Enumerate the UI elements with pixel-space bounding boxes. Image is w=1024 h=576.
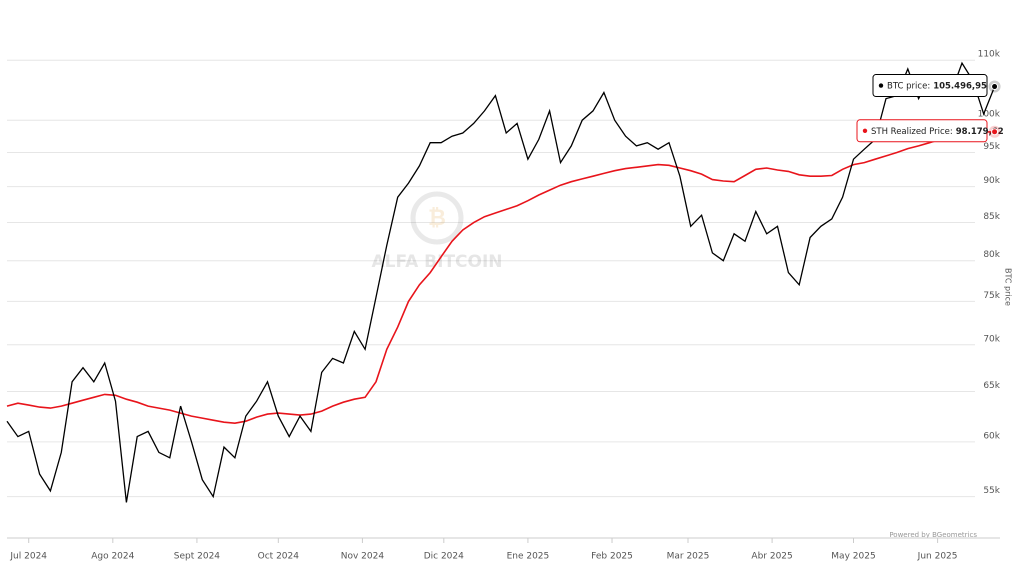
y-tick-label: 75k bbox=[983, 291, 1000, 301]
watermark-glyph: ₿ bbox=[428, 206, 446, 231]
tooltip-text: STH Realized Price: 98.179,62 bbox=[871, 126, 1004, 136]
last-point bbox=[991, 83, 999, 91]
series-line bbox=[6, 61, 996, 503]
tooltip-box bbox=[872, 74, 988, 98]
y-tick-label: 70k bbox=[983, 334, 1000, 344]
x-tick-label: May 2025 bbox=[831, 552, 875, 562]
y-tick-label: 110k bbox=[978, 50, 1001, 60]
y-axis-label: BTC price bbox=[1004, 268, 1013, 306]
x-tick-label: Jun 2025 bbox=[917, 552, 958, 562]
x-tick-label: Sept 2024 bbox=[174, 552, 221, 562]
y-tick-label: 100k bbox=[978, 110, 1001, 120]
tooltip-box bbox=[856, 119, 988, 143]
tooltip-dot bbox=[862, 128, 868, 134]
watermark-logo bbox=[410, 191, 464, 245]
y-tick-label: 85k bbox=[983, 212, 1000, 222]
tooltip-value: 98.179,62 bbox=[956, 126, 1004, 136]
x-tick-label: Jul 2024 bbox=[9, 552, 47, 562]
y-tick-label: 80k bbox=[983, 250, 1000, 260]
series-line bbox=[6, 131, 995, 425]
tooltip-label: STH Realized Price: bbox=[871, 126, 953, 136]
x-tick-label: Abr 2025 bbox=[751, 552, 792, 562]
x-tick-label: Oct 2024 bbox=[258, 552, 300, 562]
tooltip-text: BTC price: 105.496,95 bbox=[887, 81, 987, 91]
x-tick-label: Nov 2024 bbox=[341, 552, 385, 562]
tooltip: STH Realized Price: 98.179,62 bbox=[856, 119, 1004, 143]
y-tick-label: 55k bbox=[983, 486, 1000, 496]
x-tick-label: Ago 2024 bbox=[91, 552, 134, 562]
y-tick-label: 95k bbox=[983, 142, 1000, 152]
x-tick-label: Ene 2025 bbox=[507, 552, 550, 562]
watermark: ₿ ALFA BITCOIN bbox=[371, 191, 503, 272]
y-tick-label: 65k bbox=[983, 381, 1000, 391]
y-tick-label: 60k bbox=[983, 431, 1000, 441]
tooltip: BTC price: 105.496,95 bbox=[872, 74, 1001, 98]
x-tick-label: Feb 2025 bbox=[591, 552, 633, 562]
last-point bbox=[991, 128, 999, 136]
tooltip-value: 105.496,95 bbox=[933, 81, 987, 91]
tooltip-label: BTC price: bbox=[887, 81, 930, 91]
tooltip-dot bbox=[878, 83, 884, 88]
x-tick-label: Mar 2025 bbox=[667, 552, 710, 562]
credit: Powered by BGeometrics bbox=[889, 531, 977, 539]
x-tick-label: Dic 2024 bbox=[424, 552, 464, 562]
y-tick-label: 90k bbox=[983, 176, 1000, 186]
